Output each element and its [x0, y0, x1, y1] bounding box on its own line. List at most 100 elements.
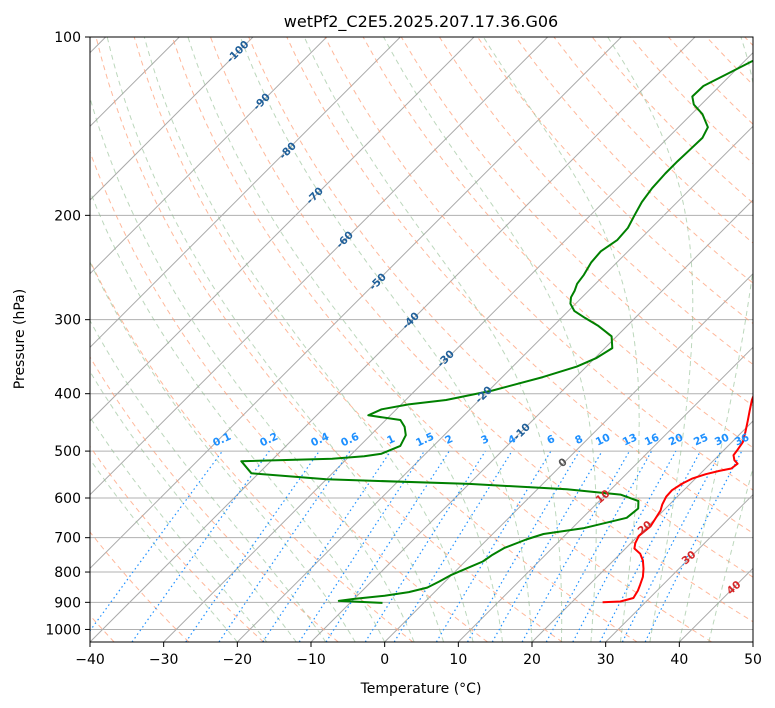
- x-tick-label: −40: [75, 652, 105, 668]
- y-tick-label: 400: [54, 387, 81, 403]
- dry-adiabat-line: [90, 531, 190, 642]
- mixing-ratio-line: [90, 450, 223, 632]
- chart-title: wetPf2_C2E5.2025.207.17.36.G06: [284, 12, 558, 32]
- moist-adiabat-line: [106, 37, 445, 642]
- dry-adiabat-line: [744, 37, 753, 47]
- mixing-ratio-label: 0.2: [258, 431, 280, 450]
- isotherm-line: [236, 125, 753, 642]
- mixing-ratio-label: 2: [443, 433, 455, 447]
- mixing-ratio-line: [466, 450, 580, 642]
- mixing-ratio-label: 6: [545, 433, 557, 447]
- y-tick-label: 600: [54, 491, 81, 507]
- isotherm-line: [457, 346, 753, 642]
- isotherm-line: [752, 641, 753, 642]
- y-tick-label: 1000: [45, 622, 81, 638]
- moist-adiabat-line: [143, 37, 474, 642]
- mixing-ratio-line: [393, 450, 513, 642]
- mixing-ratio-line: [218, 450, 351, 642]
- mixing-ratio-label: 0.1: [211, 431, 233, 450]
- y-tick-label: 500: [54, 444, 81, 460]
- dewpoint-profile-line: [240, 59, 753, 604]
- mixing-ratio-line: [521, 450, 631, 642]
- moist-adiabat-line: [303, 37, 563, 642]
- mixing-ratio-line: [599, 450, 702, 642]
- dry-adiabat-line: [438, 37, 753, 366]
- isotherm-line: [163, 51, 753, 642]
- dry-adiabat-line: [286, 37, 753, 534]
- moist-adiabat-line: [239, 37, 533, 642]
- x-axis-ticks: −40 −30 −20 −10 0 10 20 30 40 50: [75, 642, 762, 668]
- y-axis-label: Pressure (hPa): [12, 289, 28, 389]
- moist-adiabat-line: [90, 260, 356, 642]
- dry-adiabat-line: [248, 37, 753, 578]
- mixing-ratio-label: 20: [667, 431, 685, 448]
- y-tick-label: 100: [54, 30, 81, 46]
- moist-adiabat-line: [90, 96, 415, 642]
- mixing-ratio-label: 0.6: [339, 431, 361, 450]
- x-tick-label: 20: [523, 652, 541, 668]
- x-axis-label: Temperature (°C): [360, 681, 482, 697]
- isotherm-line: [90, 37, 475, 422]
- isotherm-line: [384, 272, 753, 642]
- dry-adiabat-line: [90, 445, 264, 642]
- mixing-ratio-line: [364, 450, 486, 642]
- temperature-profile-line: [602, 394, 753, 604]
- dry-adiabat-line: [400, 37, 753, 407]
- mixing-ratio-label: 30: [713, 431, 731, 448]
- mixing-ratio-line: [298, 450, 425, 642]
- dry-adiabat-line: [591, 37, 753, 204]
- moist-adiabat-line: [187, 37, 503, 642]
- isotherm-line: [90, 37, 622, 570]
- y-tick-label: 900: [54, 595, 81, 611]
- series-group: [240, 59, 753, 604]
- mixing-ratio-label: 25: [692, 431, 710, 448]
- mixing-ratio-label: 16: [643, 431, 661, 448]
- isotherm-line: [678, 567, 753, 642]
- moist-adiabat-label: 20: [636, 519, 655, 538]
- isotherm-line: [605, 493, 753, 642]
- x-tick-label: 30: [597, 652, 615, 668]
- mixing-ratio-label: 3: [479, 433, 491, 447]
- dry-adiabat-line: [90, 150, 488, 642]
- dry-adiabat-line: [95, 37, 563, 642]
- moist-adiabat-line: [90, 458, 238, 642]
- moist-adiabat-line: [90, 189, 386, 642]
- isotherm-line: [90, 37, 254, 201]
- y-axis-ticks: 100 200 300 400 500 600 700 800 900 1000: [45, 30, 90, 638]
- x-tick-label: −20: [223, 652, 253, 668]
- x-tick-label: 10: [449, 652, 467, 668]
- dry-adiabat-line: [706, 37, 753, 86]
- dry-adiabat-line: [515, 37, 753, 284]
- moist-adiabat-line: [90, 416, 268, 642]
- mixing-ratio-label: 10: [594, 431, 612, 448]
- isotherm-line: [90, 37, 696, 642]
- mixing-ratio-line: [262, 450, 392, 642]
- mixing-ratio-line: [572, 450, 677, 642]
- x-tick-label: −10: [296, 652, 326, 668]
- isotherm-line: [90, 37, 401, 349]
- y-tick-label: 800: [54, 565, 81, 581]
- dry-adiabat-line: [90, 356, 339, 642]
- mixing-ratio-line: [131, 450, 270, 642]
- y-tick-label: 700: [54, 531, 81, 547]
- mixing-ratio-label: 8: [573, 433, 585, 447]
- dry-adiabat-line: [171, 37, 712, 642]
- mixing-ratio-label: 36: [733, 431, 751, 448]
- isotherm-label: -80: [277, 140, 299, 162]
- isotherm-line: [90, 37, 549, 496]
- moist-adiabat-line: [90, 370, 297, 642]
- background-lines: [90, 37, 753, 642]
- dry-adiabat-line: [210, 37, 753, 623]
- mixing-ratio-label: 13: [621, 431, 639, 448]
- x-tick-label: 40: [670, 652, 688, 668]
- x-tick-label: 0: [380, 652, 389, 668]
- isotherm-line: [531, 420, 753, 642]
- mixing-ratio-label: 4: [506, 433, 518, 447]
- mixing-ratio-line: [644, 450, 743, 642]
- y-tick-label: 300: [54, 313, 81, 329]
- moist-adiabat-line: [607, 37, 694, 642]
- mixing-ratio-line: [185, 450, 320, 642]
- plot-frame: [89, 36, 754, 643]
